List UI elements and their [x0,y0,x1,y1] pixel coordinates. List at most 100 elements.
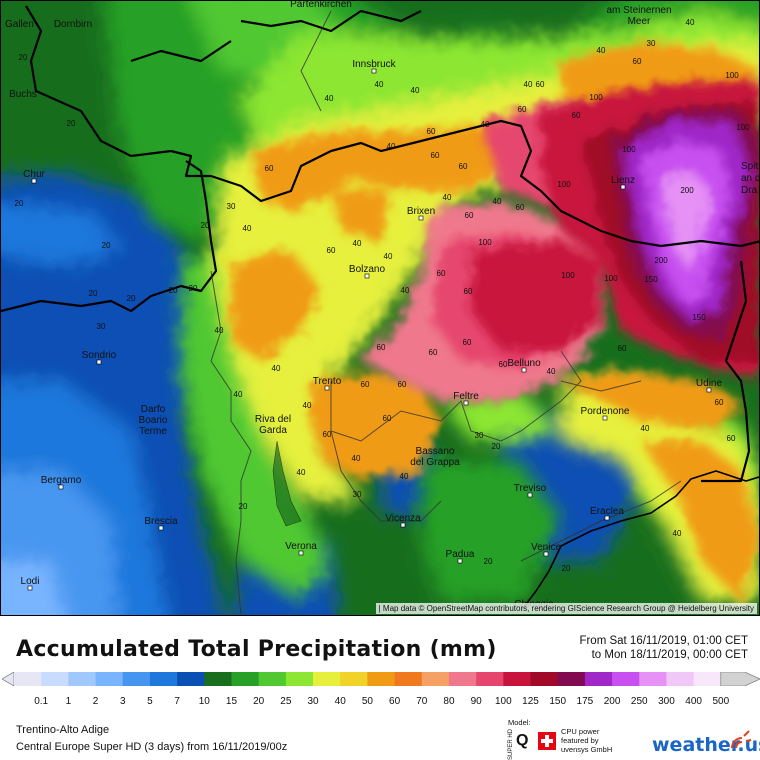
city-terme[interactable]: Terme [138,426,169,438]
isoline-label: 40 [401,286,410,295]
scale-swatch [122,672,151,686]
city-an-d[interactable]: an d [740,173,760,185]
city-marker [620,184,626,190]
legend-footer [0,616,760,760]
city-brescia[interactable]: Brescia [143,516,180,531]
city-label: Boario [139,415,168,426]
city-label: Dra [741,185,758,196]
city-vicenza[interactable]: Vicenza [384,513,423,528]
city-buchs[interactable]: Buchs [8,89,39,101]
sun-rays-icon [731,730,752,749]
map-attribution: | Map data © OpenStreetMap contributors,… [375,603,757,614]
isoline-label: 40 [384,252,393,261]
isoline-label: 20 [102,241,111,250]
city-chur[interactable]: Chur [22,169,47,184]
city-dornbirn[interactable]: Dornbirn [52,19,93,31]
city-marker [31,178,37,184]
isoline-label: 40 [272,364,281,373]
scale-swatch [95,672,124,686]
city-marker [457,558,463,564]
isoline-label: 60 [459,162,468,171]
city-meer[interactable]: Meer [626,16,652,28]
color-scale [2,672,760,686]
city-lodi[interactable]: Lodi [19,576,41,591]
city-label: Innsbruck [352,59,396,70]
scale-label: 150 [549,696,567,707]
isoline-label: 100 [622,145,636,154]
city-belluno[interactable]: Belluno [506,358,543,373]
brand-logo[interactable]: weather.us [652,734,760,756]
city-riva-del[interactable]: Riva del [253,414,292,426]
isoline-label: 40 [352,454,361,463]
isoline-label: 20 [15,199,24,208]
scale-swatch [693,672,722,686]
isoline-label: 20 [89,289,98,298]
isoline-label: 60 [323,430,332,439]
isoline-label: 150 [692,313,706,322]
scale-label: 2 [92,696,99,707]
city-marker [158,525,164,531]
city-trento[interactable]: Trento [311,376,343,391]
precipitation-map[interactable]: 20 20 20 20 20 30 20 20 20 20 30 40 40 60 60 40 40 40 60 40… [0,0,760,616]
city-marker [463,400,469,406]
isoline-label: 20 [492,442,501,451]
precipitation-field [1,1,759,615]
isoline-label: 200 [654,256,668,265]
city-udine[interactable]: Udine [694,378,724,393]
scale-swatch [666,672,695,686]
isoline-label: 30 [97,322,106,331]
city-sondrio[interactable]: Sondrio [80,350,118,365]
city-bassano[interactable]: Bassano [414,446,456,458]
city-gallen[interactable]: Gallen [4,19,36,31]
city-brixen[interactable]: Brixen [405,206,436,221]
city-dra[interactable]: Dra [740,185,760,197]
lake-garda [272,440,302,527]
scale-label: 5 [147,696,153,707]
isoline-label: 20 [189,284,198,293]
city-garda[interactable]: Garda [258,425,289,437]
isoline-label: 20 [239,502,248,511]
city-treviso[interactable]: Treviso [512,483,548,498]
city-label: Padua [446,549,475,560]
city-darfo[interactable]: Darfo [139,404,167,416]
city-padua[interactable]: Padua [444,549,476,564]
scale-swatch [530,672,559,686]
swiss-flag-icon [538,732,556,750]
scale-swatch [258,672,287,686]
isoline-label: 40 [524,80,533,89]
city-lienz[interactable]: Lienz [610,175,637,190]
city-bolzano[interactable]: Bolzano [347,264,387,279]
city-marker [604,515,610,521]
scale-label: 1 [65,696,72,707]
city-spit[interactable]: Spit [740,161,760,173]
city-am-steinernen[interactable]: am Steinernen [605,5,673,17]
city-verona[interactable]: Verona [284,541,319,556]
city-partenkirchen[interactable]: Partenkirchen [289,1,354,11]
city-eraclea[interactable]: Eraclea [589,506,626,521]
color-scale-labels: 0.1 1 2 3 5 7 10 15 20 25 30 40 50 60 70 80 90 100 125 150 1… [0,696,760,710]
isoline-label: 40 [411,86,420,95]
scale-label: 60 [389,696,401,707]
city-venice[interactable]: Venice [529,542,562,557]
isoline-label: 60 [265,164,274,173]
city-marker [543,551,549,557]
city-feltre[interactable]: Feltre [452,391,481,406]
model-run: Central Europe Super HD (3 days) from 16… [16,741,288,753]
isoline-label: 60 [633,57,642,66]
city-marker [602,415,608,421]
scale-label: 3 [119,696,126,707]
city-boario[interactable]: Boario [137,415,169,427]
isoline-label: 40 [375,80,384,89]
cpu-line-1: CPU power [561,727,600,736]
city-label: Bergamo [41,475,82,486]
scale-label: 175 [576,696,594,707]
city-del-grappa[interactable]: del Grappa [409,457,462,469]
city-pordenone[interactable]: Pordenone [579,406,631,421]
city-label: Sondrio [82,350,117,361]
city-innsbruck[interactable]: Innsbruck [351,59,398,74]
city-bergamo[interactable]: Bergamo [39,475,83,490]
city-label: Lienz [611,175,635,186]
scale-label: 20 [253,696,265,707]
scale-label: 200 [603,696,621,707]
scale-swatch [421,672,450,686]
